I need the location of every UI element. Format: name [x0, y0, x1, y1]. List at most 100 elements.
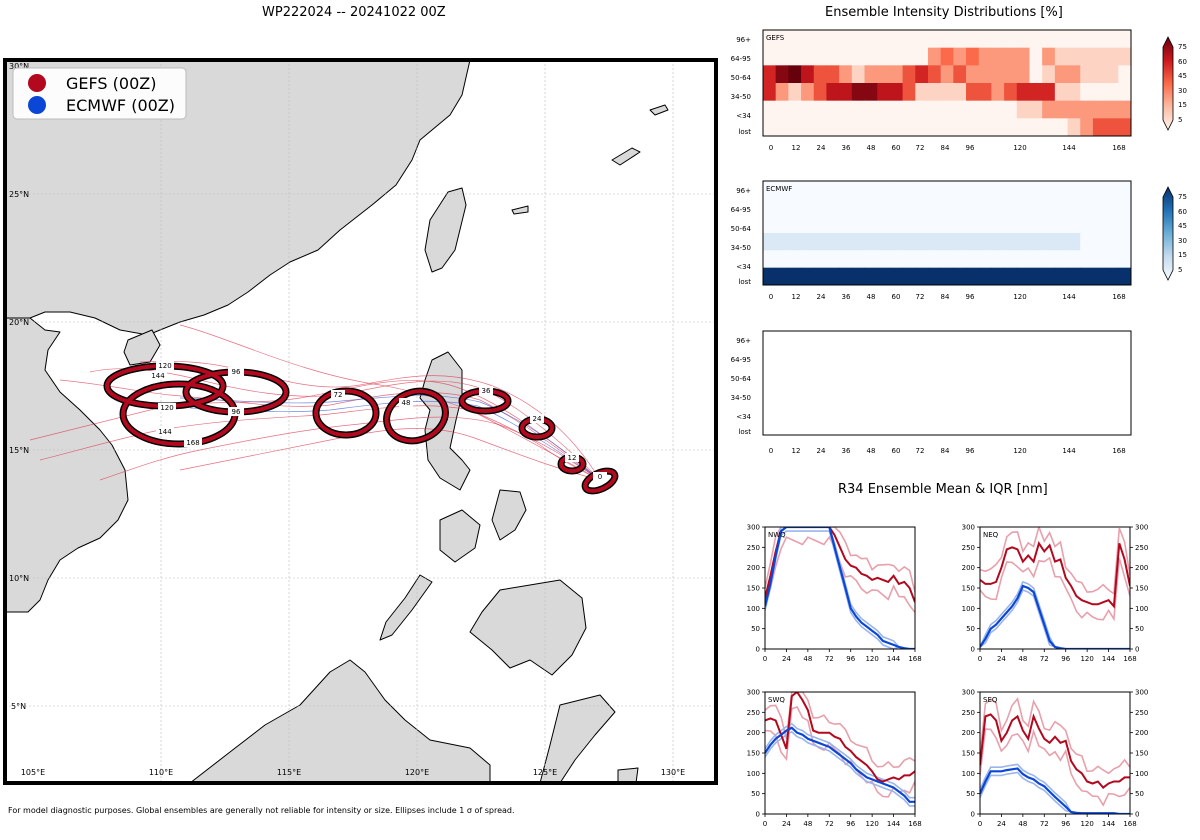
heatmap-cell [864, 65, 878, 84]
heatmap-cell [813, 215, 827, 234]
heatmap-cell [1016, 250, 1030, 269]
y-tick-labels: 96+ 64-95 50-64 34-50 <34 lost [731, 337, 752, 436]
ecmwf-mean-line [765, 527, 915, 649]
heatmap-cell [813, 181, 827, 199]
heatmap-cell [1067, 83, 1081, 102]
heatmap-cell [889, 30, 903, 49]
y-tick-label: 0 [756, 811, 760, 819]
heatmap-cell [864, 83, 878, 102]
heatmap-cell [826, 233, 840, 251]
gefs-iqr-line [980, 697, 1130, 775]
heatmap-cell [826, 30, 840, 49]
ecmwf-iqr-line [980, 580, 1130, 649]
heatmap-cell [839, 198, 853, 217]
heatmap-cell [775, 100, 789, 119]
heatmap-cell [953, 215, 967, 234]
gefs-track [179, 428, 601, 481]
x-tick-label: 144 [1102, 820, 1116, 828]
heatmap-cell [966, 118, 980, 137]
x-tick-label: 48 [803, 820, 812, 828]
y-tick-label: 300 [1135, 689, 1148, 697]
heatmap-cell [864, 250, 878, 269]
heatmap-cell [1054, 100, 1068, 119]
y-tick-label: 50 [966, 625, 975, 633]
heatmap-cell [801, 65, 815, 84]
svg-text:168: 168 [1112, 144, 1125, 152]
heatmap-cell [775, 181, 789, 199]
y-tick-label: 250 [1135, 709, 1148, 717]
heatmap-cell [813, 65, 827, 84]
svg-text:0: 0 [769, 144, 773, 152]
x-tick-label: 72 [825, 820, 834, 828]
heatmap-cell [1067, 181, 1081, 199]
heatmap-cell [915, 250, 929, 269]
heatmap-cell [877, 181, 891, 199]
heatmap-cell [1092, 215, 1107, 234]
heatmap-cell [978, 47, 992, 66]
legend-label-ecmwf: ECMWF (00Z) [66, 96, 175, 115]
heatmap-cell [826, 47, 840, 66]
heatmap-cell [978, 215, 992, 234]
gefs-mean-line [980, 540, 1130, 609]
heatmap-cell [1016, 30, 1030, 49]
x-tick-label: 96 [1061, 655, 1070, 663]
heatmap-cell [1105, 250, 1119, 269]
track-map: 0 12 24 36 48 72 96 96 120 120 144 144 1… [3, 58, 718, 785]
svg-text:120: 120 [160, 404, 173, 412]
y-tick-label: 200 [962, 729, 975, 737]
heatmap-cell [839, 215, 853, 234]
heatmap-cell [851, 83, 865, 102]
svg-text:lost: lost [738, 278, 751, 286]
heatmap-cell [801, 47, 815, 66]
heatmap-cell [953, 47, 967, 66]
heatmap-cell [864, 30, 878, 49]
heatmap-cell [851, 118, 865, 137]
svg-text:60: 60 [1178, 208, 1187, 216]
intensity-panel-ecmwf: ECMWF 96+ 64-95 50-64 34-50 <34 lost 0 1… [731, 180, 1132, 301]
heatmap-cell [927, 47, 942, 66]
y-tick-label: 0 [1135, 811, 1139, 819]
heatmap-cell [826, 215, 840, 234]
heatmap-cell [826, 65, 840, 84]
y-tick-label: 50 [751, 625, 760, 633]
r34-title: R34 Ensemble Mean & IQR [nm] [838, 482, 1048, 497]
land-mindanao [469, 579, 587, 676]
ecmwf-mean-line [765, 726, 915, 803]
heatmap-cell [966, 65, 980, 84]
y-tick-labels: 96+ 64-95 50-64 34-50 <34 lost [731, 187, 752, 286]
y-tick-label: 100 [962, 770, 975, 778]
r34-panel-nwq: NWQ 300 250 200 150 100 50 00 24 48 72 96 120 144 168 [747, 524, 922, 664]
heatmap-cell [953, 267, 967, 286]
heatmap-cell [1042, 30, 1056, 49]
heatmap-cell [915, 65, 929, 84]
y-tick-label: 200 [747, 729, 760, 737]
heatmap-cell [889, 233, 903, 251]
r34-panel-swq: SWQ 300 250 200 150 100 50 00 24 48 72 96 120 144 168 [747, 689, 922, 829]
svg-text:24: 24 [817, 447, 826, 455]
heatmap-cell [1118, 118, 1132, 137]
heatmap-cell [1042, 83, 1056, 102]
heatmap-cell [788, 215, 802, 234]
x-tick-label: 72 [825, 655, 834, 663]
svg-text:lost: lost [738, 428, 751, 436]
heatmap-cell [826, 181, 840, 199]
svg-text:<34: <34 [736, 263, 751, 271]
heatmap-cell [1092, 233, 1107, 251]
svg-text:144: 144 [1062, 144, 1076, 152]
gefs-iqr-line [765, 527, 915, 593]
ellipse-label-48: 48 [399, 398, 413, 407]
heatmap-cell [801, 30, 815, 49]
heatmap-cell [801, 118, 815, 137]
ecmwf-iqr-line [765, 730, 915, 807]
heatmap-cell [864, 118, 878, 137]
heatmap-cell [813, 30, 827, 49]
heatmap-cell [991, 83, 1005, 102]
heatmap-cell [851, 267, 865, 286]
svg-text:96+: 96+ [736, 36, 751, 44]
heatmap-cell [1080, 198, 1094, 217]
heatmap-cell [851, 65, 865, 84]
y-tick-label: 300 [747, 524, 760, 532]
quadrant-label: NWQ [768, 531, 786, 539]
heatmap-cell [940, 100, 954, 119]
land-indochina [5, 317, 129, 613]
